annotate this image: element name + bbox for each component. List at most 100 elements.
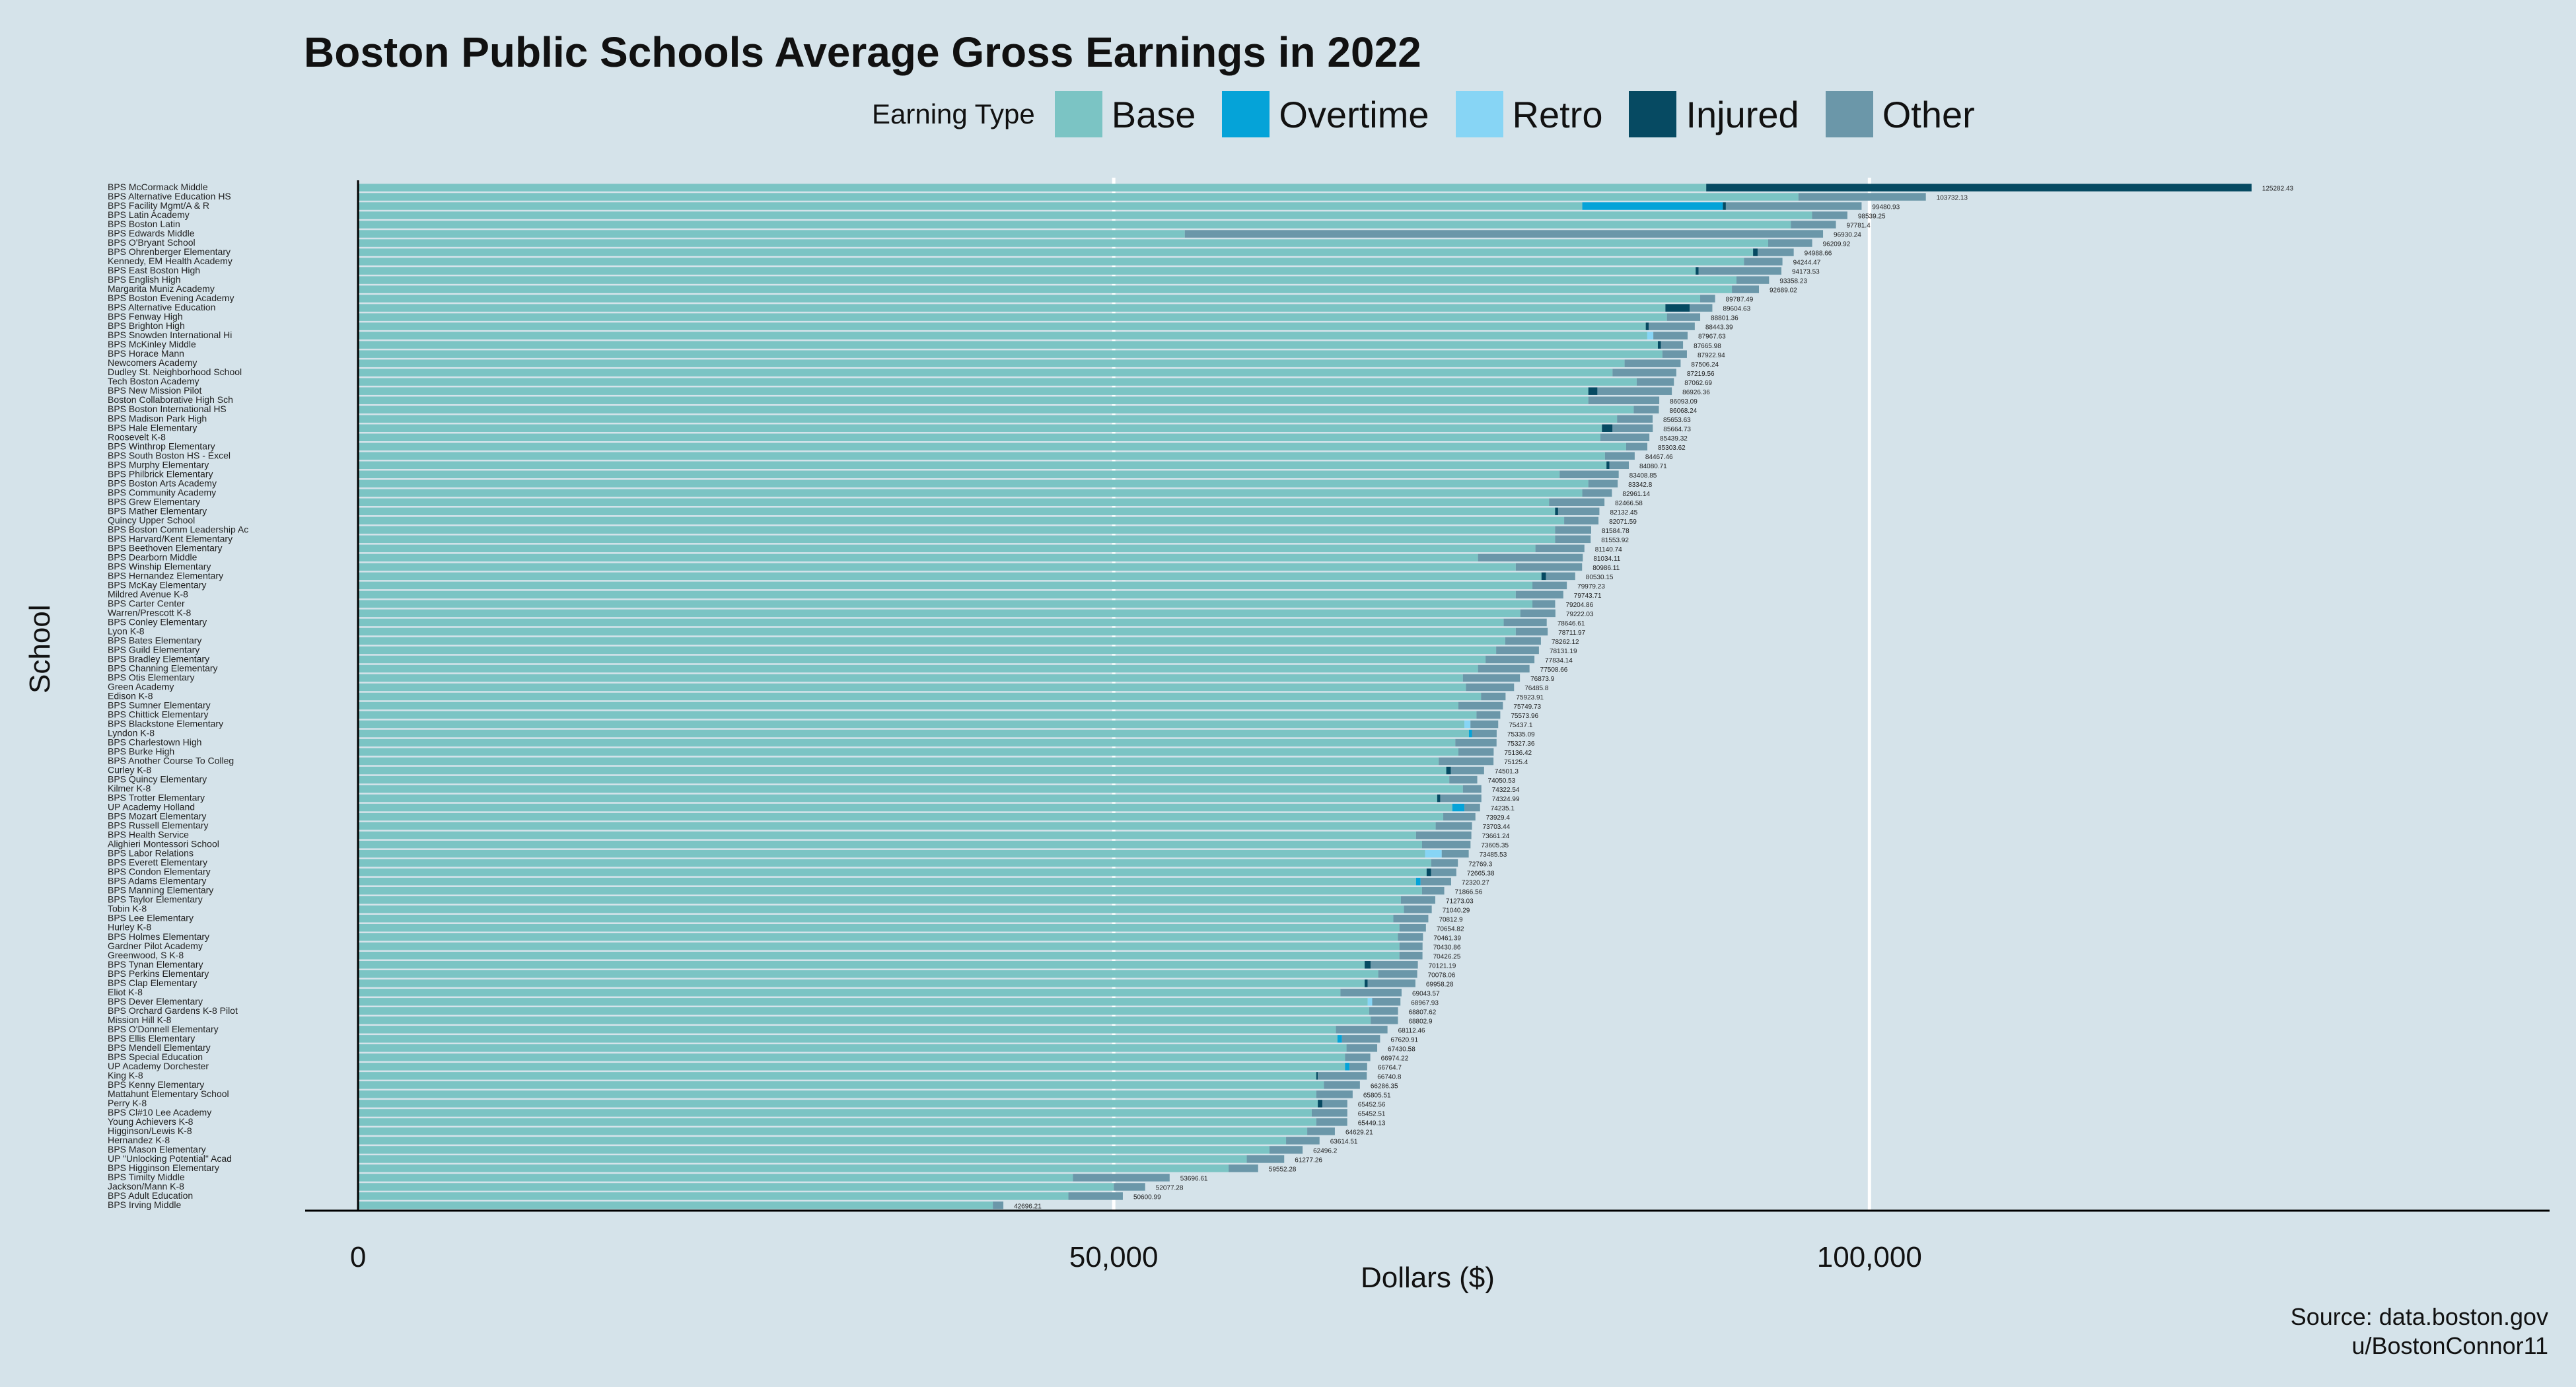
bar-segment-other (1324, 1081, 1360, 1089)
data-label-total: 76873.9 (1530, 676, 1555, 683)
bar-segment-other (1464, 803, 1480, 812)
data-label-total: 73929.4 (1486, 814, 1511, 822)
bar-segment-other (1455, 738, 1497, 747)
bar-segment-other (1555, 526, 1591, 534)
bar-segment-base (358, 378, 1637, 386)
bar-segment-base (358, 738, 1456, 747)
bar-segment-base (358, 332, 1647, 339)
bar-segment-base (358, 480, 1589, 488)
y-tick-label: BPS Murphy Elementary (108, 459, 209, 470)
bar-segment-other (1744, 258, 1783, 266)
x-axis-title: Dollars ($) (1361, 1262, 1495, 1294)
legend: Earning Type Base Overtime Retro Injured… (872, 91, 1989, 137)
bar-segment-other (1636, 378, 1674, 386)
bar-segment-base (358, 683, 1466, 692)
bar-segment-other (1421, 886, 1445, 895)
y-tick-label: Eliot K-8 (108, 987, 143, 997)
legend-swatch-overtime (1222, 91, 1270, 137)
y-tick-label: BPS Perkins Elementary (108, 968, 209, 979)
source-note: Source: data.boston.gov u/BostonConnor11 (2291, 1302, 2548, 1361)
y-tick-label: BPS Alternative Education (108, 302, 215, 312)
data-label-total: 70078.06 (1428, 972, 1456, 979)
bar-segment-base (358, 757, 1439, 765)
bar-segment-other (1661, 341, 1684, 349)
legend-title: Earning Type (872, 98, 1035, 129)
y-tick-label: BPS Boston Comm Leadership Ac (108, 524, 248, 534)
bar-segment-base (358, 1109, 1312, 1117)
y-tick-label: BPS Winthrop Elementary (108, 441, 215, 451)
y-tick-label: Gardner Pilot Academy (108, 941, 203, 951)
y-tick-label: BPS Hale Elementary (108, 422, 197, 433)
bar-segment-base (358, 239, 1768, 247)
y-tick-label: UP Academy Dorchester (108, 1061, 209, 1071)
data-label-total: 42696.21 (1014, 1203, 1042, 1211)
bar-segment-base (358, 1192, 1069, 1200)
data-label-total: 87922.94 (1698, 352, 1725, 359)
y-tick-label: BPS Hernandez Elementary (108, 570, 223, 581)
bar-segment-base (358, 313, 1667, 321)
y-tick-label: BPS South Boston HS - Excel (108, 450, 231, 460)
bar-segment-base (358, 406, 1634, 413)
bar-segment-base (358, 563, 1516, 571)
data-label-total: 79979.23 (1577, 583, 1605, 590)
data-label-total: 75749.73 (1513, 703, 1541, 711)
legend-item-retro: Retro (1455, 91, 1602, 137)
data-label-total: 65449.13 (1358, 1120, 1386, 1127)
bar-segment-other (1597, 387, 1672, 395)
y-tick-label: BPS Health Service (108, 830, 189, 840)
bar-segment-other (1400, 896, 1435, 904)
bar-segment-other (1515, 627, 1548, 636)
y-tick-label: BPS Dever Elementary (108, 996, 203, 1007)
y-tick-label: BPS Trotter Elementary (108, 793, 205, 803)
bar-segment-base (358, 267, 1696, 275)
bar-segment-injured (1602, 424, 1613, 432)
data-label-total: 78646.61 (1557, 620, 1585, 627)
y-tick-label: Lyndon K-8 (108, 728, 155, 738)
bar-segment-other (1114, 1183, 1145, 1191)
bar-segment-other (1549, 498, 1605, 507)
bar-segment-other (1472, 729, 1497, 738)
data-label-total: 103732.13 (1937, 195, 1968, 202)
data-label-total: 62496.2 (1313, 1148, 1338, 1155)
bar-segment-base (358, 961, 1365, 969)
data-label-total: 52077.28 (1156, 1185, 1184, 1192)
data-label-total: 73485.53 (1480, 851, 1507, 859)
y-tick-label: Alighieri Montessori School (108, 839, 219, 849)
y-axis-title: School (24, 604, 56, 694)
bar-segment-other (993, 1201, 1004, 1209)
y-tick-label: BPS Kenny Elementary (108, 1079, 204, 1090)
bar-segment-other (1466, 683, 1515, 692)
data-label-total: 83342.8 (1628, 481, 1653, 489)
y-tick-label: BPS Carter Center (108, 598, 185, 608)
bar-segment-other (1478, 664, 1530, 673)
bar-segment-other (1073, 1174, 1170, 1182)
bar-segment-other (1476, 711, 1501, 719)
y-tick-label: BPS Snowden International Hi (108, 330, 232, 340)
data-label-total: 98539.25 (1858, 213, 1886, 221)
bar-segment-other (1798, 193, 1926, 201)
data-label-total: 89604.63 (1723, 306, 1750, 313)
bar-segment-other (1662, 350, 1687, 358)
bar-segment-injured (1706, 184, 2252, 192)
bar-segment-base (358, 581, 1533, 590)
data-label-total: 87665.98 (1694, 343, 1721, 350)
bar-segment-other (1450, 766, 1484, 775)
bar-segment-other (1649, 322, 1695, 330)
bar-segment-overtime (1345, 1063, 1350, 1071)
bar-segment-base (358, 775, 1450, 784)
bar-segment-other (1431, 868, 1456, 876)
bar-segment-base (358, 923, 1400, 932)
bar-segment-other (1600, 433, 1650, 441)
bar-segment-other (1532, 581, 1567, 590)
legend-swatch-other (1825, 91, 1873, 137)
y-tick-label: Lyon K-8 (108, 625, 145, 636)
bar-segment-base (358, 1035, 1338, 1043)
bar-segment-other (1633, 406, 1659, 413)
y-tick-label: Edison K-8 (108, 691, 153, 701)
y-tick-label: Roosevelt K-8 (108, 431, 166, 442)
bar-segment-other (1372, 998, 1401, 1006)
bar-segment-base (358, 1183, 1114, 1191)
bar-segment-other (1369, 1007, 1398, 1015)
bar-segment-injured (1753, 248, 1758, 256)
